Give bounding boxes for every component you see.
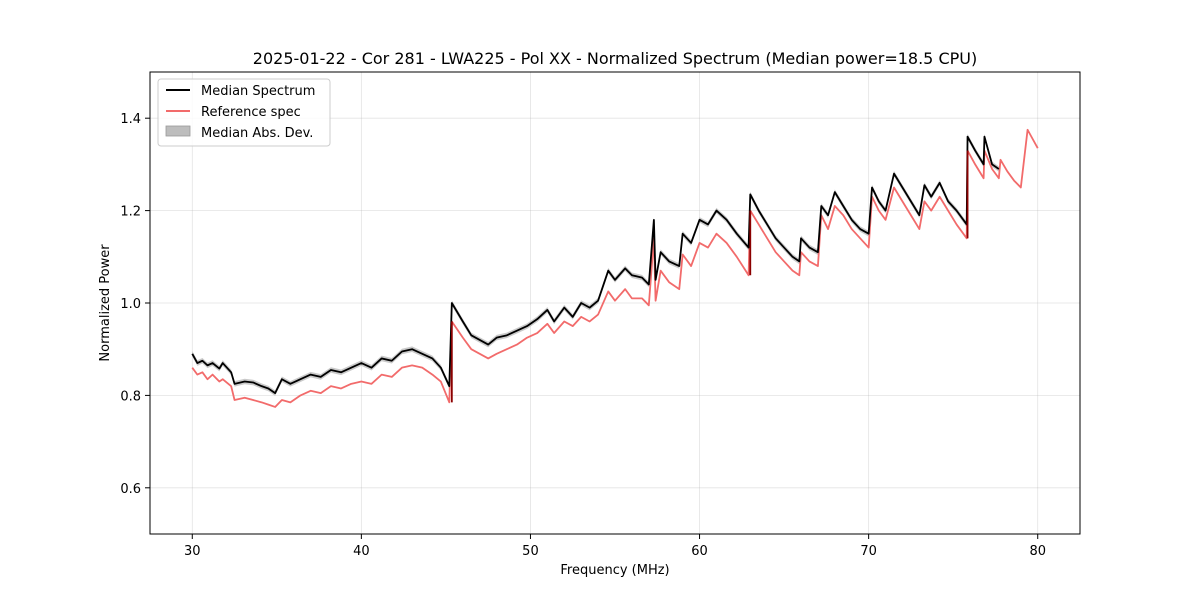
series-reference-line	[191, 128, 1039, 408]
legend-swatch-mad	[165, 125, 191, 137]
y-tick-label: 0.8	[120, 389, 141, 404]
x-tick-label: 80	[1029, 544, 1046, 559]
legend: Median Spectrum Reference spec Median Ab…	[157, 78, 331, 147]
legend-label-reference: Reference spec	[201, 105, 301, 120]
y-tick-label: 0.6	[120, 482, 141, 497]
x-tick-label: 50	[522, 544, 539, 559]
legend-box	[157, 78, 331, 147]
x-tick-label: 60	[691, 544, 708, 559]
y-tick-label: 1.4	[120, 112, 141, 127]
y-tick-label: 1.0	[120, 297, 141, 312]
legend-label-median: Median Spectrum	[201, 84, 315, 99]
series-median-line	[191, 135, 1000, 394]
x-tick-label: 70	[860, 544, 877, 559]
grid-layer	[150, 72, 1080, 534]
chart-title: 2025-01-22 - Cor 281 - LWA225 - Pol XX -…	[253, 49, 977, 68]
x-axis-label: Frequency (MHz)	[560, 563, 669, 578]
series-layer	[191, 128, 1039, 408]
tick-layer: 30 40 50 60 70 80 0.6 0.8 1.0 1.2 1.4	[120, 112, 1046, 559]
y-axis-label: Normalized Power	[98, 244, 113, 362]
x-tick-label: 30	[184, 544, 201, 559]
x-tick-label: 40	[353, 544, 370, 559]
y-tick-label: 1.2	[120, 205, 141, 220]
legend-label-mad: Median Abs. Dev.	[201, 126, 313, 141]
